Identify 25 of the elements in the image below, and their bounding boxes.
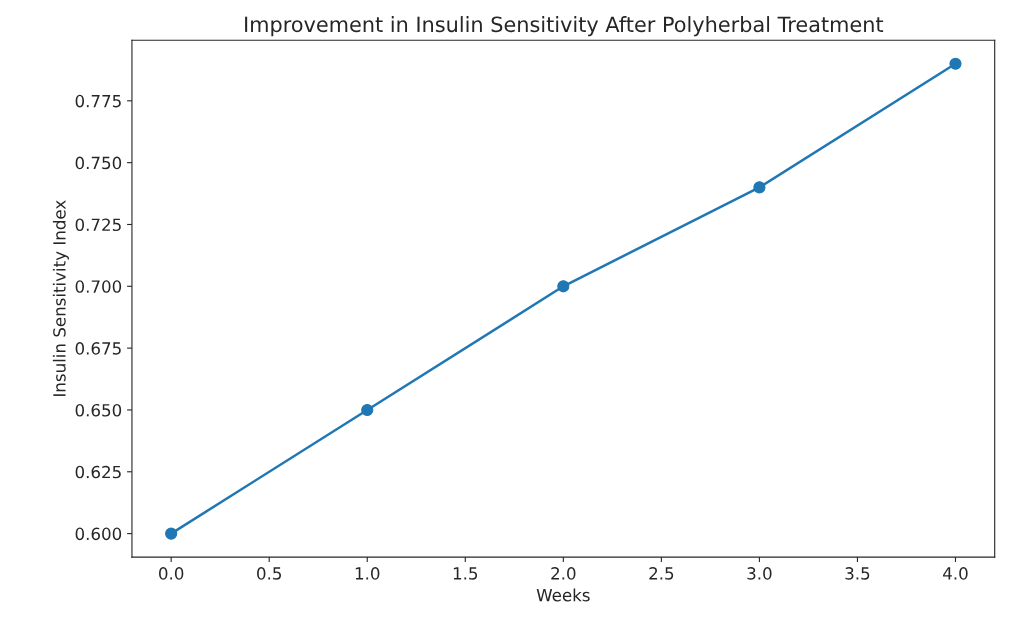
y-tick-label: 0.650	[75, 403, 122, 417]
y-axis-title: Insulin Sensitivity Index	[52, 200, 69, 396]
x-tick-label: 3.0	[747, 567, 772, 580]
chart-title: Improvement in Insulin Sensitivity After Polyherbal Treatment	[245, 16, 884, 37]
x-tick-label: 0.0	[159, 567, 184, 580]
point	[753, 181, 766, 194]
y-tick-label: 0.700	[75, 280, 122, 293]
x-tick-label: 2.0	[551, 567, 576, 580]
point	[165, 527, 178, 540]
x-tick-label: 2.5	[649, 567, 674, 580]
x-tick-label: 4.0	[943, 567, 968, 580]
point	[557, 280, 570, 293]
x-tick-label: 3.5	[845, 567, 870, 580]
y-tick-label: 0.600	[75, 527, 122, 541]
y-tick-label: 0.750	[75, 156, 122, 170]
y-tick-label: 0.775	[75, 94, 121, 108]
y-tick-label: 0.625	[75, 465, 121, 479]
x-tick-label: 1.0	[355, 567, 380, 580]
y-tick-label: 0.675	[75, 342, 121, 355]
x-axis-title: Weeks	[536, 588, 590, 602]
x-tick-label: 1.5	[453, 567, 478, 580]
point	[361, 403, 374, 417]
y-tick-label: 0.725	[75, 218, 121, 232]
x-tick-label: 0.5	[257, 567, 281, 580]
point	[949, 57, 962, 70]
